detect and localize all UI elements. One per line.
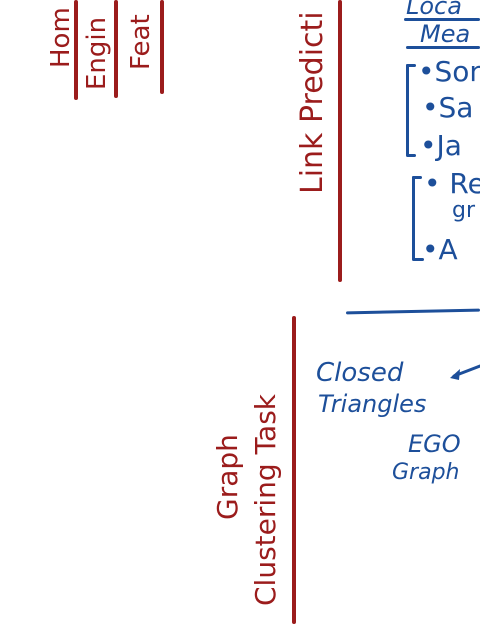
graph-clustering-title-line1: Graph [211, 434, 244, 520]
link-prediction-title: Link Predicti [295, 11, 330, 194]
bracket-2-spine [412, 176, 415, 260]
local-measure-item: •A [422, 233, 458, 266]
section-divider [345, 308, 480, 315]
local-measure-item: •Sa [422, 91, 474, 124]
local-measure-item: gr [452, 198, 476, 223]
bracket-1-bottom [406, 154, 416, 157]
bracket-1-top [406, 64, 416, 67]
bracket-2-bottom [412, 258, 424, 261]
local-measures-title-line2: Mea [420, 20, 471, 48]
header-feat-underline [160, 0, 164, 94]
graph-clustering-title-line2: Clustering Task [249, 393, 282, 606]
local-measure-item: • Re [424, 167, 480, 200]
local-measure-item: •Ja [420, 129, 462, 162]
bracket-2-top [412, 176, 422, 179]
arrow-left-icon [450, 364, 480, 380]
bracket-1-spine [406, 64, 409, 156]
ego-line1: EGO [408, 430, 461, 458]
local-measures-underline-1 [404, 18, 480, 21]
closed-triangles-line2: Triangles [318, 390, 427, 418]
link-prediction-divider [338, 0, 342, 282]
header-engin: Engin [82, 16, 112, 90]
header-hom-underline [74, 0, 78, 100]
local-measures-underline-2 [406, 46, 480, 49]
ego-line2: Graph [392, 460, 460, 485]
header-engin-underline [114, 0, 118, 98]
local-measure-item: •Son [418, 55, 480, 88]
header-hom: Hom [46, 7, 76, 68]
closed-triangles-line1: Closed [316, 358, 404, 388]
local-measures-title-line1: Loca [406, 0, 462, 20]
header-feat: Feat [126, 14, 156, 70]
graph-clustering-divider [292, 316, 296, 624]
